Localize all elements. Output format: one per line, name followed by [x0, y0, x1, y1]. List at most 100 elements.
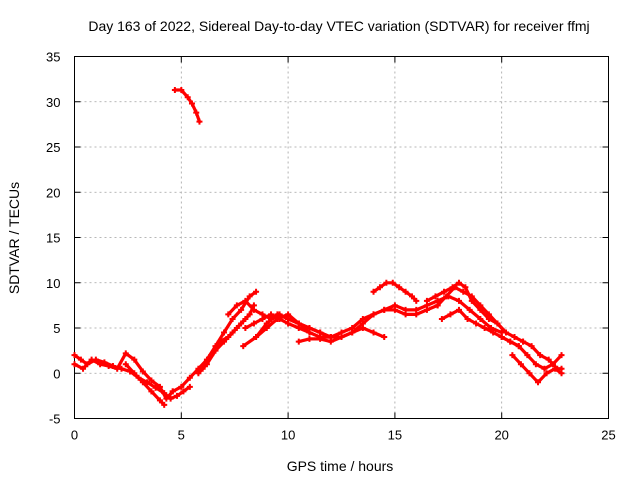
data-point [180, 388, 187, 395]
y-tick-label: 0 [53, 366, 60, 381]
data-point [216, 338, 223, 345]
data-point [240, 343, 247, 350]
y-tick-label: 15 [46, 231, 60, 246]
data-point [285, 311, 292, 318]
data-point [295, 320, 302, 327]
data-point [520, 338, 527, 345]
data-point [242, 325, 249, 331]
data-point [263, 325, 270, 331]
data-point [208, 352, 215, 359]
data-point [423, 297, 430, 304]
data-point [359, 325, 366, 331]
data-point [383, 279, 390, 286]
chart-title: Day 163 of 2022, Sidereal Day-to-day VTE… [88, 18, 589, 34]
data-point [338, 334, 345, 341]
data-point [537, 352, 544, 359]
data-point [306, 329, 313, 336]
data-point [250, 320, 257, 327]
data-point [169, 388, 176, 395]
data-point [268, 311, 275, 318]
data-point [178, 383, 185, 390]
y-tick-label: -5 [49, 412, 61, 427]
data-point [327, 338, 334, 345]
data-point [462, 284, 469, 291]
data-point [186, 374, 193, 381]
data-point [370, 329, 377, 336]
data-point [171, 86, 178, 93]
data-point [545, 356, 552, 363]
data-point [389, 279, 396, 286]
data-point [114, 365, 121, 372]
data-point [274, 315, 281, 322]
data-point [541, 365, 548, 372]
data-point [306, 335, 313, 342]
data-point [481, 325, 488, 331]
data-point [468, 293, 475, 300]
data-point [122, 361, 129, 368]
data-point [490, 329, 497, 336]
data-point [88, 356, 95, 363]
y-axis-label: SDTVAR / TECUs [6, 182, 22, 294]
data-point [473, 320, 480, 327]
data-point [71, 352, 78, 359]
data-point [359, 315, 366, 322]
data-point [195, 370, 202, 377]
data-point [259, 315, 266, 322]
data-point [447, 311, 454, 318]
y-tick-label: 25 [46, 140, 60, 155]
data-point [535, 379, 542, 386]
data-point [460, 288, 467, 295]
data-point [317, 335, 324, 342]
data-point [178, 86, 185, 93]
data-point [295, 338, 302, 345]
x-tick-label: 5 [178, 428, 185, 443]
data-point [434, 302, 441, 309]
data-point [381, 306, 388, 313]
data-point [455, 306, 462, 313]
data-point [186, 383, 193, 390]
data-point [532, 361, 539, 368]
data-point [233, 325, 240, 331]
data-point [511, 334, 518, 341]
data-point [381, 334, 388, 341]
data-point [225, 334, 232, 341]
x-tick-label: 10 [281, 428, 295, 443]
data-point [524, 352, 531, 359]
data-point [156, 383, 163, 390]
data-point [242, 297, 249, 304]
y-tick-label: 35 [46, 50, 60, 65]
data-point [131, 356, 138, 363]
tick-labels: 0 5 10 15 20 25 -5 0 5 10 15 20 25 30 35 [46, 50, 616, 443]
data-point [408, 293, 415, 300]
data-point [349, 329, 356, 336]
data-point [423, 306, 430, 313]
y-tick-label: 30 [46, 95, 60, 110]
data-point [188, 100, 195, 107]
series-track-6 [201, 317, 247, 371]
data-point [199, 365, 206, 372]
grid [74, 56, 609, 419]
x-axis-label: GPS time / hours [287, 458, 394, 474]
data-point [253, 288, 260, 295]
data-point [502, 329, 509, 336]
data-point [402, 288, 409, 295]
data-point [477, 315, 484, 322]
data-point [507, 338, 514, 345]
data-point [466, 306, 473, 313]
data-point [225, 311, 232, 318]
data-point [80, 365, 87, 372]
data-point [477, 302, 484, 309]
data-point [139, 379, 146, 386]
data-point [193, 109, 200, 116]
data-point [242, 315, 249, 322]
data-point [443, 293, 450, 300]
data-point [97, 361, 104, 368]
x-tick-label: 20 [494, 428, 508, 443]
data-point [370, 311, 377, 318]
data-point [122, 350, 129, 357]
data-point [148, 388, 155, 395]
y-tick-label: 10 [46, 276, 60, 291]
data-point [558, 365, 565, 372]
series-layer [71, 86, 565, 408]
